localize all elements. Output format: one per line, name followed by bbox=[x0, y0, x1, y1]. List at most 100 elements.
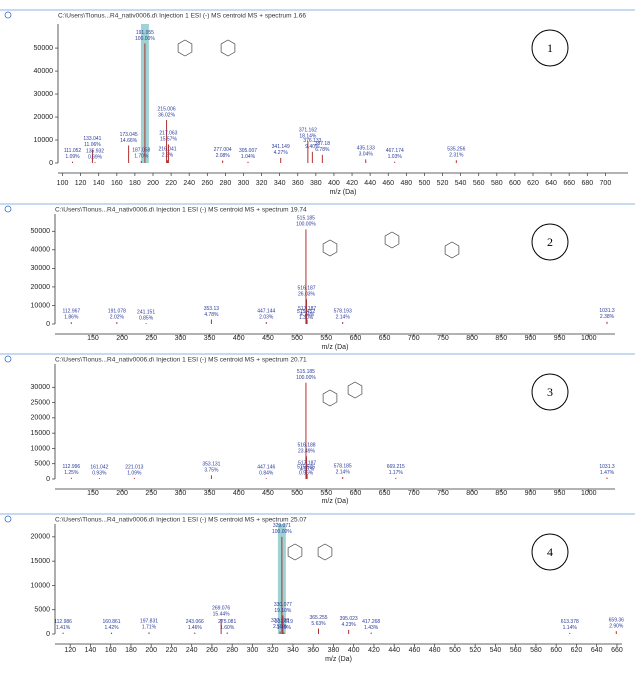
peak-percent-label: 1.60% bbox=[220, 625, 235, 631]
peak-percent-label: 1.71% bbox=[142, 625, 157, 631]
peak-percent-label: 9.40% bbox=[305, 144, 320, 150]
peak-mz-label: 269.076 bbox=[212, 605, 230, 611]
peak-percent-label: 4.23% bbox=[342, 622, 357, 628]
y-tick-label: 20000 bbox=[31, 534, 51, 541]
peak-mz-label: 395.023 bbox=[340, 616, 358, 622]
peak-percent-label: 14.66% bbox=[120, 138, 138, 144]
x-axis-label: m/z (Da) bbox=[322, 498, 349, 505]
x-tick-label: 360 bbox=[307, 647, 319, 654]
structure-ring bbox=[220, 39, 236, 57]
panel-title: C:\Users\Tlonus...R4_nativ0006.d\ Inject… bbox=[55, 207, 307, 214]
x-tick-label: 500 bbox=[291, 490, 303, 497]
peak-mz-label: 516.188 bbox=[297, 443, 315, 449]
peak-mz-label: 197.831 bbox=[140, 619, 158, 625]
y-tick-label: 10000 bbox=[31, 445, 51, 452]
y-tick-label: 50000 bbox=[31, 228, 51, 235]
x-tick-label: 950 bbox=[554, 490, 566, 497]
x-tick-label: 460 bbox=[382, 180, 394, 187]
x-tick-label: 450 bbox=[262, 490, 274, 497]
peak-percent-label: 4.74% bbox=[300, 312, 315, 318]
spectrum-panel: C:\Users\Tlonus...R4_nativ0006.d\ Inject… bbox=[0, 353, 635, 505]
peak-mz-label: 417.268 bbox=[362, 619, 380, 625]
peak-percent-label: 2.38% bbox=[600, 314, 615, 320]
peak-mz-label: 327.298 bbox=[271, 618, 289, 624]
peak-percent-label: 2.3% bbox=[162, 153, 174, 159]
x-tick-label: 300 bbox=[175, 490, 187, 497]
x-tick-label: 560 bbox=[473, 180, 485, 187]
window-icon bbox=[4, 355, 12, 363]
x-tick-label: 200 bbox=[145, 647, 157, 654]
peak-percent-label: 100.00% bbox=[296, 375, 316, 381]
y-tick-label: 20000 bbox=[31, 415, 51, 422]
panel-title: C:\Users\Tlonus...R4_nativ0006.d\ Inject… bbox=[55, 517, 307, 524]
x-tick-label: 160 bbox=[111, 180, 123, 187]
peak-percent-label: 1.09% bbox=[127, 470, 142, 476]
x-tick-label: 320 bbox=[256, 180, 268, 187]
peak-percent-label: 3.04% bbox=[359, 152, 374, 158]
x-tick-label: 120 bbox=[75, 180, 87, 187]
peak-percent-label: 2.03% bbox=[259, 314, 274, 320]
peak-percent-label: 15.44% bbox=[213, 611, 231, 617]
peak-percent-label: 1.17% bbox=[389, 470, 404, 476]
x-tick-label: 240 bbox=[186, 647, 198, 654]
x-tick-label: 340 bbox=[274, 180, 286, 187]
x-tick-label: 280 bbox=[220, 180, 232, 187]
peak-mz-label: 535.256 bbox=[447, 147, 465, 153]
x-tick-label: 160 bbox=[105, 647, 117, 654]
window-icon bbox=[4, 205, 12, 213]
x-tick-label: 700 bbox=[600, 180, 612, 187]
peak-mz-label: 517.187 bbox=[298, 306, 316, 312]
peak-mz-label: 1031.3 bbox=[599, 464, 615, 470]
peak-mz-label: 376.133 bbox=[303, 138, 321, 144]
peak-mz-label: 578.193 bbox=[334, 308, 352, 314]
peak-mz-label: 613.378 bbox=[561, 619, 579, 625]
panel-number: 4 bbox=[547, 545, 553, 559]
y-tick-label: 0 bbox=[46, 321, 50, 328]
x-tick-label: 620 bbox=[527, 180, 539, 187]
x-tick-label: 500 bbox=[419, 180, 431, 187]
x-tick-label: 600 bbox=[350, 490, 362, 497]
x-tick-label: 380 bbox=[310, 180, 322, 187]
x-tick-label: 680 bbox=[581, 180, 593, 187]
x-tick-label: 900 bbox=[525, 335, 537, 342]
peak-percent-label: 4.27% bbox=[274, 150, 289, 156]
peak-mz-label: 217.063 bbox=[159, 131, 177, 137]
peak-mz-label: 133.041 bbox=[83, 136, 101, 142]
x-tick-label: 640 bbox=[545, 180, 557, 187]
x-tick-label: 420 bbox=[346, 180, 358, 187]
panel-number: 3 bbox=[547, 385, 553, 399]
y-tick-label: 30000 bbox=[31, 265, 51, 272]
x-tick-label: 220 bbox=[165, 180, 177, 187]
y-tick-label: 10000 bbox=[31, 302, 51, 309]
y-tick-label: 30000 bbox=[31, 384, 51, 391]
x-tick-label: 100 bbox=[57, 180, 69, 187]
structure-ring bbox=[177, 39, 193, 57]
y-tick-label: 0 bbox=[46, 476, 50, 483]
peak-percent-label: 4.97% bbox=[300, 467, 315, 473]
peak-mz-label: 447.144 bbox=[257, 308, 275, 314]
structure-ring bbox=[287, 543, 303, 561]
panel-title: C:\Users\Tlonus...R4_nativ0006.d\ Inject… bbox=[55, 357, 307, 364]
y-tick-label: 15000 bbox=[31, 558, 51, 565]
x-tick-label: 950 bbox=[554, 335, 566, 342]
spectrum-panel: C:\Users\Tlonus...R4_nativ0006.d\ Inject… bbox=[0, 513, 635, 663]
peak-mz-label: 277.004 bbox=[214, 147, 232, 153]
x-tick-label: 460 bbox=[409, 647, 421, 654]
panel-number-circle bbox=[531, 223, 569, 261]
x-tick-label: 300 bbox=[238, 180, 250, 187]
peak-percent-label: 1.43% bbox=[364, 625, 379, 631]
peak-mz-label: 191.055 bbox=[136, 30, 154, 36]
x-tick-label: 1000 bbox=[581, 335, 597, 342]
peak-mz-label: 216.041 bbox=[158, 147, 176, 153]
peak-percent-label: 1.25% bbox=[64, 470, 79, 476]
x-tick-label: 520 bbox=[437, 180, 449, 187]
peak-percent-label: 0.69% bbox=[88, 155, 103, 161]
peak-mz-label: 447.146 bbox=[257, 465, 275, 471]
x-tick-label: 700 bbox=[408, 490, 420, 497]
peak-percent-label: 19.10% bbox=[274, 608, 292, 614]
x-tick-label: 900 bbox=[525, 490, 537, 497]
x-tick-label: 400 bbox=[328, 180, 340, 187]
peak-mz-label: 517.187 bbox=[298, 461, 316, 467]
peak-percent-label: 1.49% bbox=[277, 625, 292, 631]
x-tick-label: 600 bbox=[350, 335, 362, 342]
